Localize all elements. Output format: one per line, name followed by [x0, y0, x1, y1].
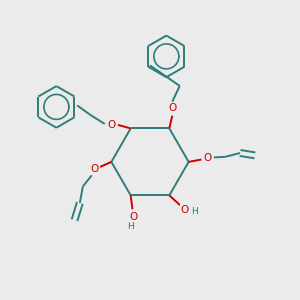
Text: O: O — [90, 164, 98, 174]
Text: H: H — [127, 222, 134, 231]
Text: O: O — [204, 153, 212, 163]
Text: H: H — [191, 208, 198, 217]
Text: O: O — [181, 205, 189, 214]
Text: O: O — [168, 103, 176, 113]
Text: O: O — [107, 121, 116, 130]
Text: O: O — [129, 212, 137, 222]
